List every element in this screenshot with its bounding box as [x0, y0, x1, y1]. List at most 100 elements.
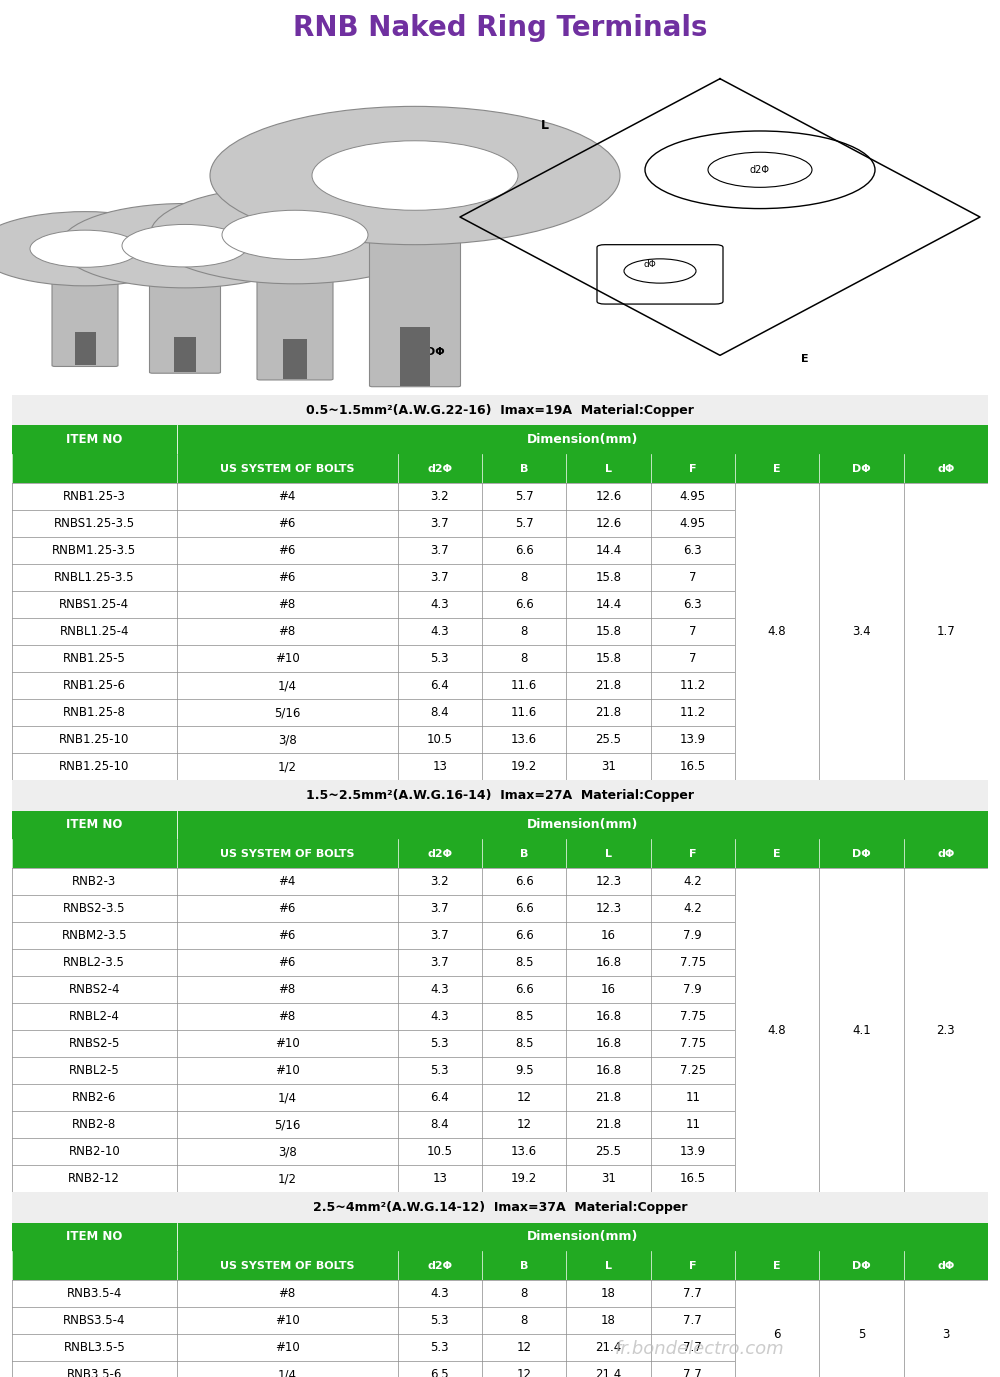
FancyBboxPatch shape	[257, 263, 333, 380]
Text: 6.3: 6.3	[684, 544, 702, 558]
Text: 1/2: 1/2	[278, 760, 297, 774]
Text: DΦ: DΦ	[852, 1261, 871, 1271]
Text: US SYSTEM OF BOLTS: US SYSTEM OF BOLTS	[220, 1261, 354, 1271]
Text: dΦ: dΦ	[937, 1261, 954, 1271]
Text: 1.5~2.5mm²(A.W.G.16-14)  Imax=27A  Material:Copper: 1.5~2.5mm²(A.W.G.16-14) Imax=27A Materia…	[306, 789, 694, 801]
Text: 6.6: 6.6	[515, 902, 534, 916]
Text: 6.5: 6.5	[431, 1369, 449, 1377]
Text: RNB2-6: RNB2-6	[72, 1091, 116, 1104]
Text: 31: 31	[601, 1172, 616, 1186]
Circle shape	[210, 106, 620, 245]
Text: 21.4: 21.4	[595, 1369, 622, 1377]
Text: 3.7: 3.7	[431, 544, 449, 558]
Text: 7.7: 7.7	[683, 1369, 702, 1377]
Text: 7: 7	[689, 625, 697, 639]
Circle shape	[60, 204, 310, 288]
Text: RNB2-3: RNB2-3	[72, 876, 116, 888]
Text: RNBS2-5: RNBS2-5	[69, 1037, 120, 1051]
Text: #10: #10	[275, 1037, 299, 1051]
Text: 15.8: 15.8	[596, 625, 622, 639]
Text: 13.9: 13.9	[680, 1146, 706, 1158]
Text: RNBL2-5: RNBL2-5	[69, 1064, 120, 1077]
Text: 13: 13	[432, 1172, 447, 1186]
Text: 4.2: 4.2	[683, 876, 702, 888]
Text: 12: 12	[517, 1341, 532, 1355]
Text: 16.8: 16.8	[595, 1011, 622, 1023]
Text: RNB Naked Ring Terminals: RNB Naked Ring Terminals	[293, 14, 707, 41]
Text: 12: 12	[517, 1369, 532, 1377]
Text: L: L	[541, 120, 549, 132]
Text: 8.5: 8.5	[515, 1037, 533, 1051]
Text: 7: 7	[689, 653, 697, 665]
Text: 3.7: 3.7	[431, 518, 449, 530]
Text: US SYSTEM OF BOLTS: US SYSTEM OF BOLTS	[220, 848, 354, 859]
Text: 4.3: 4.3	[431, 1287, 449, 1300]
FancyBboxPatch shape	[370, 216, 460, 387]
Text: 8.4: 8.4	[431, 706, 449, 719]
Text: RNB1.25-3: RNB1.25-3	[63, 490, 126, 504]
Text: 7.9: 7.9	[683, 929, 702, 942]
Text: 11: 11	[685, 1118, 700, 1132]
Text: RNB1.25-8: RNB1.25-8	[63, 706, 126, 719]
Text: RNBM2-3.5: RNBM2-3.5	[62, 929, 127, 942]
Text: 18: 18	[601, 1287, 616, 1300]
Text: 0.5~1.5mm²(A.W.G.22-16)  Imax=19A  Material:Copper: 0.5~1.5mm²(A.W.G.22-16) Imax=19A Materia…	[306, 403, 694, 417]
Text: dΦ: dΦ	[937, 464, 954, 474]
Text: 5.3: 5.3	[431, 653, 449, 665]
Text: F: F	[689, 1261, 697, 1271]
Text: 1/4: 1/4	[278, 679, 297, 693]
Text: 1/4: 1/4	[278, 1091, 297, 1104]
Text: 15.8: 15.8	[596, 571, 622, 584]
Circle shape	[122, 224, 248, 267]
Text: 21.8: 21.8	[595, 679, 622, 693]
Text: 5.3: 5.3	[431, 1037, 449, 1051]
Text: F: F	[689, 464, 697, 474]
Text: ITEM NO: ITEM NO	[66, 818, 122, 832]
Text: 7.75: 7.75	[680, 1037, 706, 1051]
Text: 2.5~4mm²(A.W.G.14-12)  Imax=37A  Material:Copper: 2.5~4mm²(A.W.G.14-12) Imax=37A Material:…	[313, 1201, 687, 1215]
Text: 12: 12	[517, 1118, 532, 1132]
Text: 16: 16	[601, 929, 616, 942]
Text: 9.5: 9.5	[515, 1064, 533, 1077]
Bar	[75, 332, 96, 365]
Text: E: E	[773, 1261, 781, 1271]
Text: RNB3.5-6: RNB3.5-6	[67, 1369, 122, 1377]
Text: 6.6: 6.6	[515, 544, 534, 558]
Text: 21.8: 21.8	[595, 1091, 622, 1104]
Text: 25.5: 25.5	[596, 733, 622, 746]
Text: 3.7: 3.7	[431, 956, 449, 969]
FancyBboxPatch shape	[150, 270, 220, 373]
Text: RNBL3.5-5: RNBL3.5-5	[63, 1341, 125, 1355]
Text: 13: 13	[432, 760, 447, 774]
Text: #8: #8	[278, 625, 296, 639]
Text: 4.8: 4.8	[768, 625, 786, 639]
Bar	[400, 326, 430, 386]
Text: #8: #8	[278, 1011, 296, 1023]
Text: 21.8: 21.8	[595, 1118, 622, 1132]
Text: 3.7: 3.7	[431, 902, 449, 916]
Text: 31: 31	[601, 760, 616, 774]
Text: ITEM NO: ITEM NO	[66, 434, 122, 446]
Text: #10: #10	[275, 1341, 299, 1355]
Text: RNBM1.25-3.5: RNBM1.25-3.5	[52, 544, 136, 558]
Text: 21.4: 21.4	[595, 1341, 622, 1355]
Text: RNB2-10: RNB2-10	[68, 1146, 120, 1158]
Text: 8: 8	[520, 1314, 528, 1327]
Text: d2Φ: d2Φ	[427, 1261, 452, 1271]
Text: 16.8: 16.8	[595, 1037, 622, 1051]
Text: 4.3: 4.3	[431, 1011, 449, 1023]
Text: #10: #10	[275, 1064, 299, 1077]
Text: 5.3: 5.3	[431, 1341, 449, 1355]
Text: RNB1.25-10: RNB1.25-10	[59, 733, 129, 746]
Text: 16.5: 16.5	[680, 1172, 706, 1186]
Text: 14.4: 14.4	[595, 544, 622, 558]
Text: #6: #6	[278, 929, 296, 942]
Circle shape	[150, 186, 440, 284]
Text: 12.6: 12.6	[595, 518, 622, 530]
Text: ITEM NO: ITEM NO	[66, 1231, 122, 1243]
Text: 2.3: 2.3	[937, 1023, 955, 1037]
Text: #6: #6	[278, 544, 296, 558]
FancyBboxPatch shape	[52, 270, 118, 366]
Text: US SYSTEM OF BOLTS: US SYSTEM OF BOLTS	[220, 464, 354, 474]
Text: 5/16: 5/16	[274, 1118, 300, 1132]
